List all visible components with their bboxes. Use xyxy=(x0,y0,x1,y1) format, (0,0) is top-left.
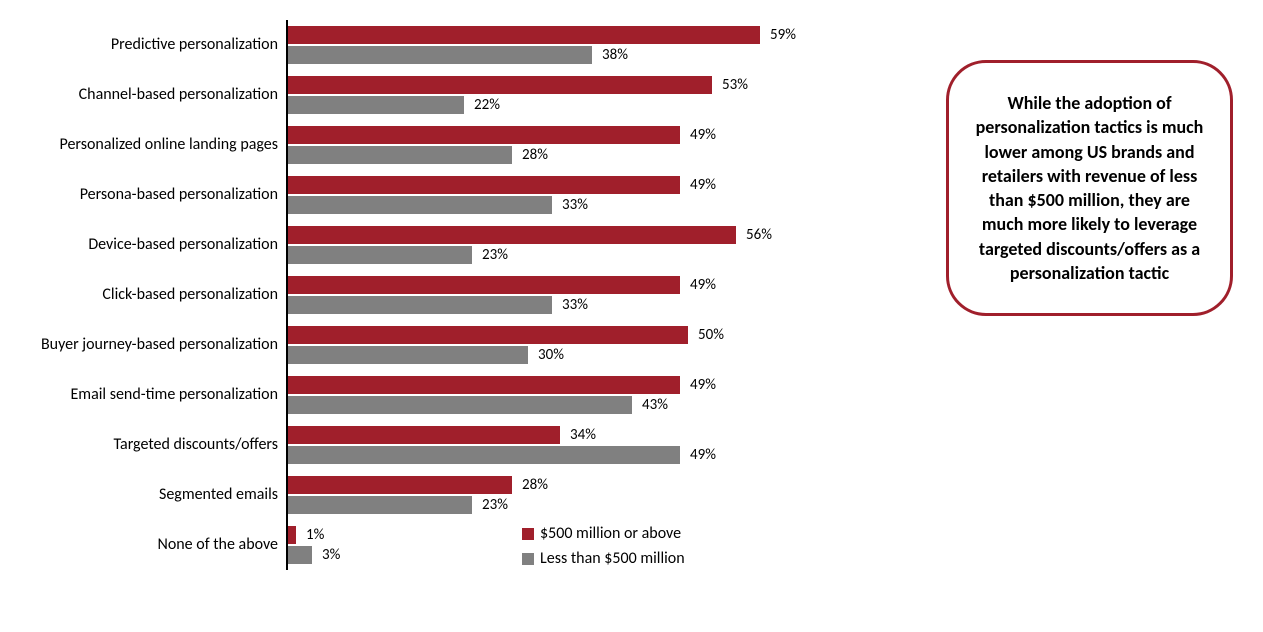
bar-below-500m xyxy=(288,146,512,164)
bar-below-500m xyxy=(288,46,592,64)
bar-group: 59% 38% xyxy=(288,20,906,70)
category-label: None of the above xyxy=(30,520,278,570)
bar-above-500m xyxy=(288,526,296,544)
bar-value-label: 50% xyxy=(698,326,724,344)
legend-swatch xyxy=(522,553,534,565)
bar-group: 49% 43% xyxy=(288,370,906,420)
category-label: Segmented emails xyxy=(30,470,278,520)
bar-row: 56% xyxy=(288,226,906,244)
chart-body: Predictive personalizationChannel-based … xyxy=(30,20,906,570)
category-label: Buyer journey-based personalization xyxy=(30,320,278,370)
callout-text: While the adoption of personalization ta… xyxy=(976,92,1204,284)
bar-row: 33% xyxy=(288,296,906,314)
bar-above-500m xyxy=(288,476,512,494)
category-label: Personalized online landing pages xyxy=(30,120,278,170)
bar-value-label: 22% xyxy=(474,96,500,114)
category-label: Device-based personalization xyxy=(30,220,278,270)
bar-value-label: 33% xyxy=(562,296,588,314)
category-label: Persona-based personalization xyxy=(30,170,278,220)
category-label: Channel-based personalization xyxy=(30,70,278,120)
bar-below-500m xyxy=(288,196,552,214)
bar-above-500m xyxy=(288,326,688,344)
bar-row: 49% xyxy=(288,446,906,464)
legend-label: Less than $500 million xyxy=(540,549,685,568)
legend-label: $500 million or above xyxy=(540,524,681,543)
bar-below-500m xyxy=(288,546,312,564)
bar-value-label: 49% xyxy=(690,276,716,294)
bar-value-label: 38% xyxy=(602,46,628,64)
bar-row: 49% xyxy=(288,126,906,144)
bar-group: 56% 23% xyxy=(288,220,906,270)
category-labels-column: Predictive personalizationChannel-based … xyxy=(30,20,286,570)
bar-group: 28% 23% xyxy=(288,470,906,520)
bar-group: 34% 49% xyxy=(288,420,906,470)
bar-value-label: 28% xyxy=(522,476,548,494)
bar-value-label: 33% xyxy=(562,196,588,214)
bar-row: 49% xyxy=(288,376,906,394)
bar-row: 23% xyxy=(288,246,906,264)
bar-below-500m xyxy=(288,246,472,264)
bar-above-500m xyxy=(288,176,680,194)
bar-group: 49% 33% xyxy=(288,170,906,220)
bar-row: 59% xyxy=(288,26,906,44)
bar-value-label: 53% xyxy=(722,76,748,94)
bar-value-label: 49% xyxy=(690,376,716,394)
bar-above-500m xyxy=(288,126,680,144)
legend-item: Less than $500 million xyxy=(522,549,685,568)
bar-value-label: 49% xyxy=(690,126,716,144)
bar-row: 33% xyxy=(288,196,906,214)
bar-row: 30% xyxy=(288,346,906,364)
bar-value-label: 49% xyxy=(690,176,716,194)
bar-below-500m xyxy=(288,96,464,114)
category-label: Targeted discounts/offers xyxy=(30,420,278,470)
bar-above-500m xyxy=(288,376,680,394)
chart-container: Predictive personalizationChannel-based … xyxy=(30,20,1233,570)
bar-below-500m xyxy=(288,396,632,414)
bar-below-500m xyxy=(288,446,680,464)
bar-row: 50% xyxy=(288,326,906,344)
bar-above-500m xyxy=(288,276,680,294)
bar-value-label: 1% xyxy=(306,526,324,544)
bar-row: 49% xyxy=(288,276,906,294)
bar-above-500m xyxy=(288,76,712,94)
chart-area: Predictive personalizationChannel-based … xyxy=(30,20,906,570)
callout-box: While the adoption of personalization ta… xyxy=(946,60,1233,316)
bar-value-label: 23% xyxy=(482,246,508,264)
bar-value-label: 3% xyxy=(322,546,340,564)
category-label: Click-based personalization xyxy=(30,270,278,320)
bar-group: 50% 30% xyxy=(288,320,906,370)
bar-row: 28% xyxy=(288,146,906,164)
legend-item: $500 million or above xyxy=(522,524,685,543)
bar-row: 28% xyxy=(288,476,906,494)
bar-group: 49% 28% xyxy=(288,120,906,170)
bar-row: 43% xyxy=(288,396,906,414)
bar-row: 49% xyxy=(288,176,906,194)
bar-above-500m xyxy=(288,426,560,444)
legend: $500 million or above Less than $500 mill… xyxy=(516,524,685,568)
bar-below-500m xyxy=(288,496,472,514)
bar-row: 22% xyxy=(288,96,906,114)
bar-below-500m xyxy=(288,346,528,364)
bar-value-label: 49% xyxy=(690,446,716,464)
bar-group: 53% 22% xyxy=(288,70,906,120)
category-label: Email send-time personalization xyxy=(30,370,278,420)
bar-below-500m xyxy=(288,296,552,314)
bar-row: 34% xyxy=(288,426,906,444)
bar-above-500m xyxy=(288,226,736,244)
bar-group: 49% 33% xyxy=(288,270,906,320)
bar-value-label: 59% xyxy=(770,26,796,44)
bar-above-500m xyxy=(288,26,760,44)
bar-row: 23% xyxy=(288,496,906,514)
bar-value-label: 30% xyxy=(538,346,564,364)
bar-value-label: 28% xyxy=(522,146,548,164)
bar-value-label: 56% xyxy=(746,226,772,244)
bars-column: 59% 38% 53% 22% 49% 28% 49% 33% 56% 23% 49% 33% 50% 3… xyxy=(286,20,906,570)
legend-swatch xyxy=(522,528,534,540)
bar-value-label: 34% xyxy=(570,426,596,444)
bar-row: 53% xyxy=(288,76,906,94)
bar-row: 38% xyxy=(288,46,906,64)
bar-value-label: 43% xyxy=(642,396,668,414)
bar-value-label: 23% xyxy=(482,496,508,514)
category-label: Predictive personalization xyxy=(30,20,278,70)
